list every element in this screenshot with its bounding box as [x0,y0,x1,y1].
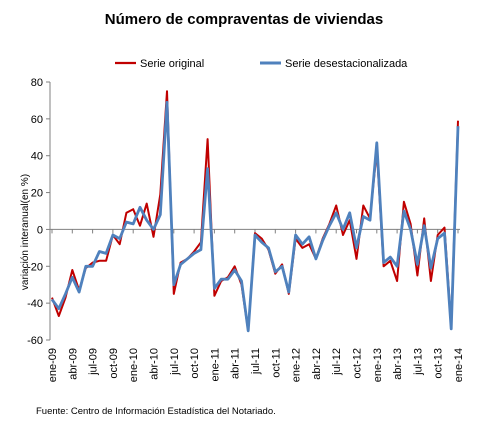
chart-title: Número de compraventas de viviendas [105,11,383,28]
y-tick-label--40: -40 [27,298,43,310]
x-tick-label-jul-12: jul-12 [331,348,343,376]
legend: Serie original Serie desestacionalizada [115,58,408,70]
x-tick-label-oct-11: oct-11 [270,348,282,378]
x-tick-label-abr-13: abr-13 [392,348,404,380]
series-line-desestacionalizada [50,100,460,333]
legend-label-original: Serie original [140,58,204,70]
y-tick-label-0: 0 [37,224,43,236]
x-tick-label-oct-10: oct-10 [189,348,201,379]
series-line-original [51,90,459,332]
x-tick-label-ene-12: ene-12 [291,348,303,382]
x-tick-label-ene-13: ene-13 [372,348,384,382]
x-tick-label-ene-09: ene-09 [47,348,59,382]
legend-label-desestacionalizada: Serie desestacionalizada [285,58,408,70]
x-tick-label-ene-10: ene-10 [128,348,140,382]
y-tick-label-80: 80 [31,77,43,89]
x-tick-label-ene-14: ene-14 [453,348,465,382]
x-tick-label-jul-13: jul-13 [412,348,424,376]
x-tick-label-jul-11: jul-11 [250,348,262,375]
y-tick-label--20: -20 [27,261,43,273]
y-tick-label--60: -60 [27,335,43,347]
series-layer [50,90,460,333]
y-tick-label-40: 40 [31,151,43,163]
x-tick-label-abr-09: abr-09 [67,348,79,380]
x-tick-label-jul-09: jul-09 [88,348,100,376]
x-tick-label-oct-13: oct-13 [433,348,445,379]
x-tick-label-abr-11: abr-11 [230,348,242,379]
y-tick-label-60: 60 [31,114,43,126]
x-tick-label-abr-10: abr-10 [149,348,161,380]
y-tick-label-20: 20 [31,188,43,200]
axes: -60 -40 -20 0 20 40 60 80 ene-09 abr-09 jul-09 oct-… [27,77,465,382]
source-note: Fuente: Centro de Información Estadístic… [36,406,276,417]
x-tick-label-abr-12: abr-12 [311,348,323,380]
x-tick-label-jul-10: jul-10 [169,348,181,376]
x-tick-label-oct-12: oct-12 [352,348,364,379]
x-tick-label-ene-11: ene-11 [209,348,221,381]
y-axis-label: variación interanual(en %) [20,174,31,290]
x-tick-label-oct-09: oct-09 [108,348,120,379]
